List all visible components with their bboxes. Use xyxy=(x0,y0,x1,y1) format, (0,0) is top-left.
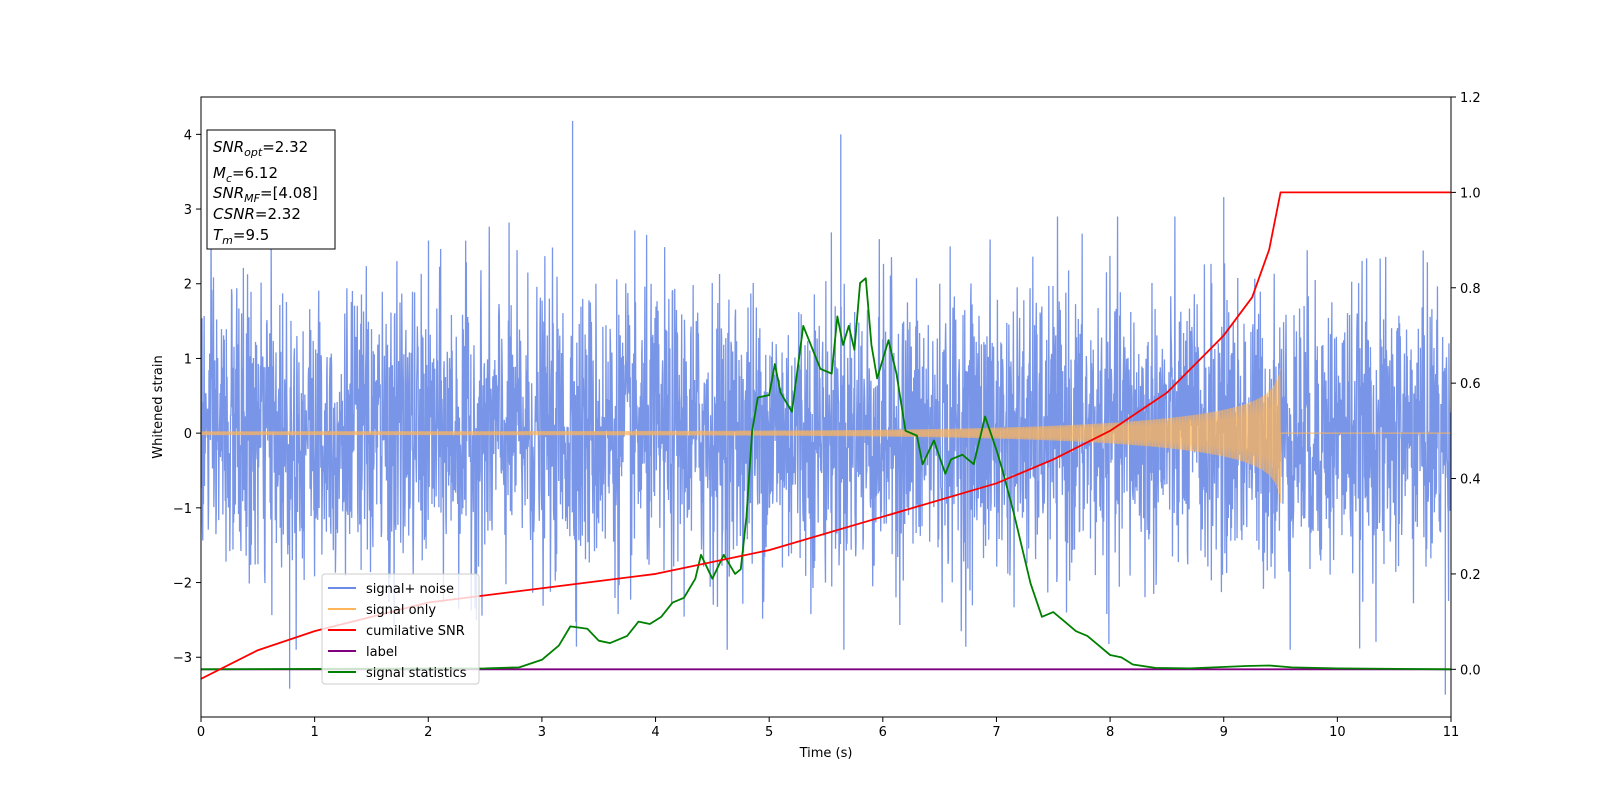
y-tick-label: −3 xyxy=(173,651,192,666)
annotation-line: Mc=6.12 xyxy=(213,164,278,185)
x-axis-ticks: 0 1 2 3 4 5 6 7 8 9 10 11 xyxy=(197,717,1459,740)
legend-label: cumilative SNR xyxy=(366,624,465,639)
y2-tick-label: 0.2 xyxy=(1460,568,1481,583)
y-axis-label: Whitened strain xyxy=(151,355,166,458)
annotation-line: SNRopt=2.32 xyxy=(213,138,308,159)
annotation-frame xyxy=(206,129,336,250)
x-tick-label: 0 xyxy=(197,725,205,740)
y-tick-label: 0 xyxy=(184,427,192,442)
signal-noise-line xyxy=(201,120,1451,695)
signal-statistics-line xyxy=(201,277,1451,671)
annotation-box: SNRopt=2.32 Mc=6.12 SNRMF=[4.08] CSNR=2.… xyxy=(206,129,336,250)
y2-tick-label: 0.0 xyxy=(1460,663,1481,678)
y2-tick-label: 1.0 xyxy=(1460,186,1481,201)
y-tick-label: 4 xyxy=(184,128,192,143)
legend-label: signal only xyxy=(366,603,436,618)
plot-frame xyxy=(200,96,1452,718)
legend-label: signal statistics xyxy=(366,666,467,681)
x-tick-label: 11 xyxy=(1443,725,1460,740)
y2-tick-label: 0.6 xyxy=(1460,377,1481,392)
x-tick-label: 2 xyxy=(424,725,432,740)
x-tick-label: 9 xyxy=(1220,725,1228,740)
x-tick-label: 10 xyxy=(1329,725,1346,740)
y-tick-label: 2 xyxy=(184,278,192,293)
legend-label: signal+ noise xyxy=(366,582,454,597)
x-tick-label: 6 xyxy=(879,725,887,740)
y-tick-label: −2 xyxy=(173,577,192,592)
signal-noise-series xyxy=(201,120,1451,695)
y2-tick-label: 1.2 xyxy=(1460,91,1481,106)
x-tick-label: 7 xyxy=(992,725,1000,740)
signal-only-line xyxy=(201,368,1451,503)
x-tick-label: 3 xyxy=(538,725,546,740)
y-axis-ticks: −3 −2 −1 0 1 2 3 4 xyxy=(173,128,201,666)
y2-tick-label: 0.8 xyxy=(1460,282,1481,297)
x-tick-label: 5 xyxy=(765,725,773,740)
y-tick-label: −1 xyxy=(173,502,192,517)
legend-label: label xyxy=(366,645,397,660)
annotation-line: SNRMF=[4.08] xyxy=(213,184,318,205)
y-tick-label: 1 xyxy=(184,352,192,367)
x-tick-label: 4 xyxy=(651,725,659,740)
annotation-line: Tm=9.5 xyxy=(213,226,269,247)
legend: signal+ noise signal only cumilative SNR… xyxy=(321,573,480,685)
y2-tick-label: 0.4 xyxy=(1460,473,1481,488)
y-tick-label: 3 xyxy=(184,203,192,218)
x-tick-label: 8 xyxy=(1106,725,1114,740)
y2-axis-ticks: 0.0 0.2 0.4 0.6 0.8 1.0 1.2 xyxy=(1451,91,1481,678)
signal-only-series xyxy=(201,368,1451,503)
legend-frame xyxy=(321,573,480,685)
annotation-line: CSNR=2.32 xyxy=(213,205,301,223)
x-axis-label: Time (s) xyxy=(799,746,853,761)
x-tick-label: 1 xyxy=(310,725,318,740)
